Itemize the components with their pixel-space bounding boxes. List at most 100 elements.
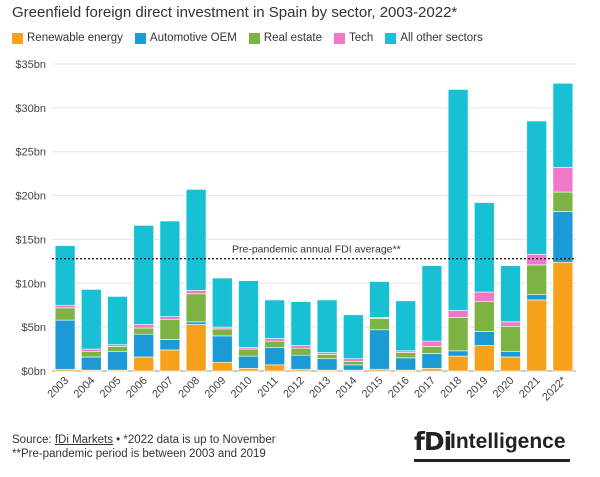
- bar-segment: [54, 304, 76, 309]
- chart-title: Greenfield foreign direct investment in …: [12, 4, 458, 21]
- y-tick-label: $20bn: [15, 191, 46, 203]
- bar-segment: [212, 361, 233, 372]
- x-tick-label: 2018: [438, 375, 464, 401]
- bar-segment: [526, 264, 547, 295]
- x-tick-label: 2019: [465, 375, 491, 401]
- bar-segment: [133, 356, 154, 372]
- bar-segment: [343, 364, 364, 371]
- x-tick-label: 2017: [412, 375, 438, 401]
- bar-segment: [290, 345, 312, 349]
- x-tick-label: 2014: [334, 375, 360, 401]
- bar-segment: [500, 321, 521, 327]
- bar-segment: [54, 245, 76, 306]
- y-tick-label: $0bn: [22, 366, 46, 378]
- legend-label: Automotive OEM: [149, 32, 237, 44]
- logo-underline: [414, 459, 570, 462]
- bar-segment: [185, 321, 207, 325]
- legend-item: Automotive OEM: [134, 32, 237, 44]
- bar-segment: [526, 254, 547, 266]
- bar-segment: [369, 329, 390, 370]
- bar-segment: [474, 345, 495, 372]
- bar-segment: [54, 307, 76, 321]
- legend-swatch: [385, 32, 397, 44]
- y-tick-label: $35bn: [15, 59, 46, 71]
- bar-segment: [185, 324, 207, 372]
- bar-segment: [500, 351, 521, 358]
- bar-segment: [185, 293, 207, 323]
- y-tick-label: $15bn: [15, 234, 46, 246]
- x-tick-label: 2013: [307, 375, 333, 401]
- bar-segment: [54, 319, 76, 370]
- legend-item: Real estate: [248, 32, 323, 44]
- bar-segment: [159, 339, 181, 351]
- x-tick-label: 2007: [150, 375, 176, 401]
- x-tick-label: 2015: [360, 375, 386, 401]
- legend-swatch: [334, 32, 346, 44]
- source-link[interactable]: fDi Markets: [54, 434, 113, 446]
- x-tick-label: 2011: [256, 375, 281, 400]
- bar-segment: [421, 346, 443, 354]
- bar-segment: [500, 356, 521, 372]
- legend-swatch: [12, 32, 23, 44]
- bar-segment: [447, 310, 469, 318]
- legend-swatch: [248, 32, 260, 44]
- bar-segment: [212, 335, 233, 363]
- bar-segment: [474, 291, 495, 303]
- bar-segment: [81, 351, 102, 358]
- bar-segment: [474, 202, 495, 293]
- bar-segment: [159, 349, 181, 372]
- bar-segment: [107, 351, 128, 371]
- bar-segment: [238, 348, 259, 357]
- bar-segment: [133, 327, 154, 335]
- y-tick-label: $25bn: [15, 147, 46, 159]
- source-line: Source: fDi Markets • *2022 data is up t…: [12, 433, 276, 447]
- bar-segment: [264, 299, 285, 339]
- bar-segment: [316, 299, 338, 353]
- bar-segment: [343, 314, 364, 360]
- bar-segment: [343, 361, 364, 366]
- bar-segment: [500, 325, 521, 353]
- gridlines: [52, 63, 576, 372]
- legend-item: Tech: [334, 32, 373, 44]
- bar-segment: [133, 225, 154, 325]
- bar-segment: [264, 340, 285, 348]
- bar-segment: [264, 364, 285, 372]
- bar-segment: [447, 355, 469, 372]
- fdi-intelligence-logo: fDi Intelligence: [414, 427, 574, 463]
- x-tick-label: 2006: [124, 375, 150, 401]
- bar-segment: [552, 211, 574, 263]
- logo-word: Intelligence: [450, 430, 566, 453]
- bar-segment: [133, 324, 154, 329]
- bar-segment: [500, 265, 521, 323]
- bar-segment: [316, 358, 338, 371]
- x-tick-label: 2020: [491, 375, 517, 401]
- bar-segment: [343, 358, 364, 362]
- bar-segment: [159, 220, 181, 317]
- source-prefix: Source:: [12, 434, 55, 446]
- bar-segment: [552, 261, 574, 372]
- y-tick-label: $10bn: [15, 278, 46, 290]
- bar-segment: [238, 280, 259, 348]
- bars: [54, 82, 574, 372]
- bar-segment: [159, 318, 181, 340]
- bar-segment: [447, 317, 469, 352]
- x-tick-label: 2008: [176, 375, 202, 401]
- bar-segment: [264, 347, 285, 366]
- legend-label: Renewable energy: [27, 32, 123, 44]
- bar-segment: [185, 189, 207, 291]
- bar-segment: [526, 120, 547, 255]
- bar-segment: [369, 318, 390, 331]
- legend-label: Tech: [349, 32, 374, 44]
- legend-item: Renewable energy: [12, 32, 123, 44]
- x-tick-label: 2005: [98, 375, 124, 401]
- reference-line-group: Pre-pandemic annual FDI average**: [52, 244, 576, 260]
- x-axis: 2003 2004 2005 2006 2007 2008 2009 2010 2011 2012…: [45, 374, 569, 403]
- x-tick-label: 2010: [229, 375, 255, 401]
- bar-segment: [552, 191, 574, 212]
- bar-segment: [552, 167, 574, 193]
- bar-segment: [212, 328, 233, 337]
- legend-label: Real estate: [263, 32, 323, 44]
- bar-segment: [421, 265, 443, 342]
- reference-line-label: Pre-pandemic annual FDI average**: [232, 244, 401, 256]
- footer: Source: fDi Markets • *2022 data is up t…: [12, 433, 276, 461]
